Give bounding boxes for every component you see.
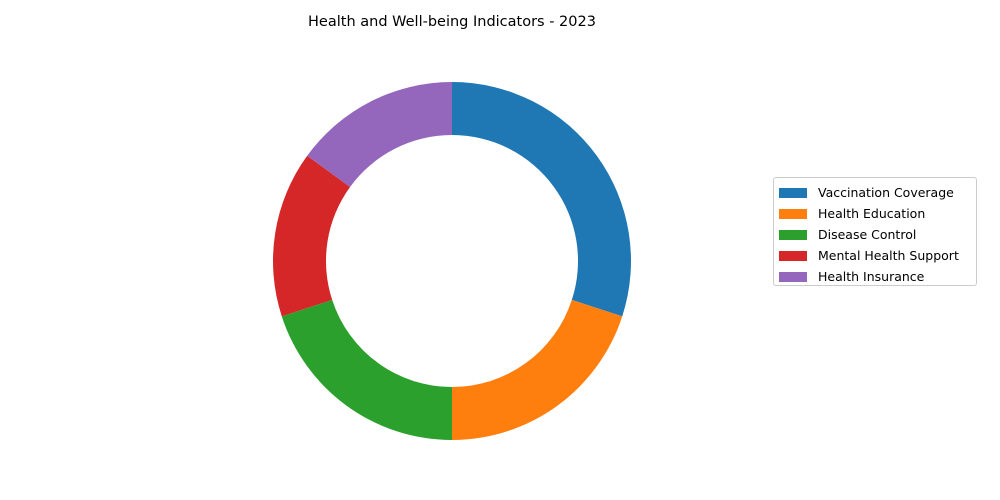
donut-slice-disease-control [281, 299, 452, 440]
legend-item: Health Education [779, 203, 976, 224]
legend-label: Vaccination Coverage [818, 185, 954, 200]
legend-swatch [779, 187, 807, 198]
legend-label: Health Education [818, 206, 926, 221]
legend-label: Disease Control [818, 227, 917, 242]
legend-item: Vaccination Coverage [779, 182, 976, 203]
legend-item: Mental Health Support [779, 245, 976, 266]
donut-slice-vaccination-coverage [452, 82, 631, 317]
legend-swatch [779, 271, 807, 282]
donut-slice-health-education [452, 299, 623, 440]
legend-swatch [779, 250, 807, 261]
donut-slice-health-insurance [307, 82, 452, 187]
donut-slice-mental-health-support [273, 155, 351, 317]
legend-label: Mental Health Support [818, 248, 959, 263]
legend-swatch [779, 208, 807, 219]
legend: Vaccination Coverage Health Education Dise… [773, 177, 977, 286]
legend-item: Disease Control [779, 224, 976, 245]
legend-label: Health Insurance [818, 269, 925, 284]
legend-swatch [779, 229, 807, 240]
legend-item: Health Insurance [779, 266, 976, 287]
chart-title: Health and Well-being Indicators - 2023 [308, 14, 596, 30]
